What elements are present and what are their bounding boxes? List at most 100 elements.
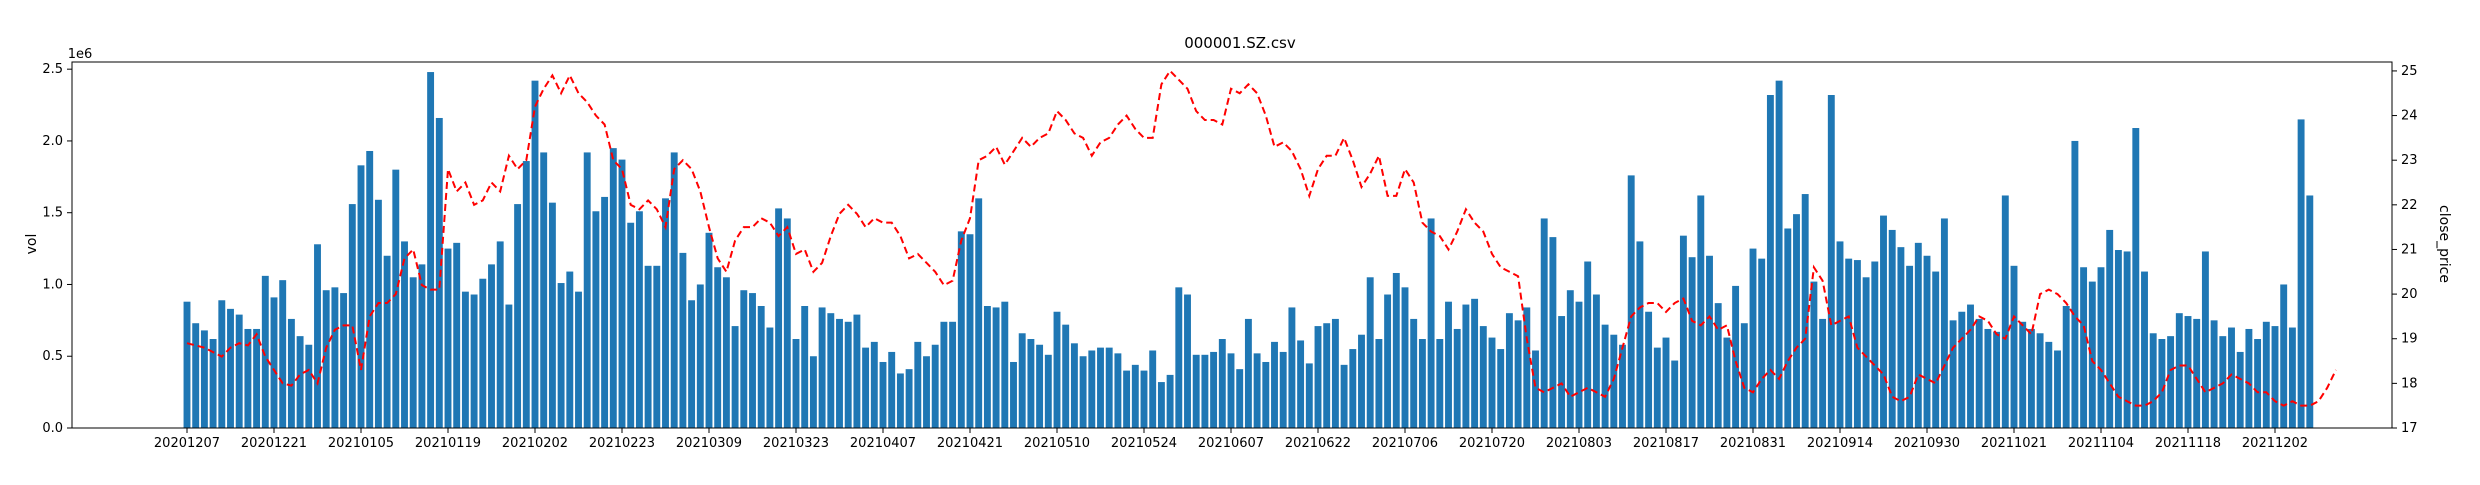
x-tick-label: 20211021 xyxy=(1981,436,2047,451)
vol-bar xyxy=(2141,271,2148,428)
y-right-tick-label: 17 xyxy=(2401,421,2418,436)
vol-bar xyxy=(1653,347,1661,428)
vol-bar xyxy=(1157,382,1165,428)
vol-bar xyxy=(2036,333,2044,428)
vol-bar xyxy=(2062,306,2070,428)
vol-bar xyxy=(975,198,983,428)
vol-bar xyxy=(592,211,600,428)
vol-bar xyxy=(444,248,452,428)
vol-bar xyxy=(1418,339,1426,428)
vol-bar xyxy=(540,152,548,429)
vol-bar xyxy=(1114,353,1122,428)
y-left-tick-label: 2.5 xyxy=(42,62,63,77)
vol-bar xyxy=(1175,287,1183,428)
x-tick-label: 20211118 xyxy=(2155,436,2221,451)
vol-bar xyxy=(1471,298,1479,428)
vol-bar xyxy=(1462,304,1470,428)
x-tick-label: 20210119 xyxy=(415,436,481,451)
vol-bar xyxy=(1914,242,1922,428)
vol-bar xyxy=(1331,318,1339,428)
vol-bar xyxy=(522,161,530,429)
vol-bar xyxy=(453,242,461,428)
vol-bar xyxy=(557,283,565,428)
vol-bar xyxy=(1044,354,1052,428)
x-tick-label: 20210202 xyxy=(502,436,568,451)
vol-bar xyxy=(1149,350,1157,428)
vol-bar xyxy=(2236,351,2244,428)
x-tick-label: 20211104 xyxy=(2068,436,2134,451)
vol-bar xyxy=(2245,328,2253,428)
vol-bar xyxy=(1723,337,1731,428)
vol-bar xyxy=(1610,334,1618,428)
vol-bar xyxy=(1244,318,1252,428)
x-tick-label: 20210510 xyxy=(1024,436,1090,451)
vol-bar xyxy=(2262,321,2270,428)
vol-bar xyxy=(992,307,1000,428)
vol-bar xyxy=(1636,241,1644,428)
vol-bar xyxy=(348,204,356,428)
vol-bar xyxy=(1697,195,1705,428)
vol-bar xyxy=(2210,320,2218,428)
vol-bar xyxy=(914,341,922,428)
vol-bar xyxy=(514,204,522,428)
vol-bar xyxy=(1810,281,1818,428)
vol-bar xyxy=(757,306,765,428)
vol-bar xyxy=(1488,337,1496,428)
vol-bar xyxy=(1601,324,1609,428)
vol-bar xyxy=(2088,281,2096,428)
vol-bar xyxy=(1688,257,1696,428)
vol-bar xyxy=(1410,318,1418,428)
vol-bar xyxy=(183,301,191,428)
vol-bar xyxy=(2297,119,2305,428)
vol-bar xyxy=(253,328,261,428)
vol-bar xyxy=(1305,363,1313,428)
vol-bar xyxy=(1340,364,1348,428)
x-tick-label: 20210421 xyxy=(937,436,1003,451)
y-right-tick-label: 19 xyxy=(2401,332,2418,347)
vol-bar xyxy=(1766,95,1774,428)
x-tick-label: 20201221 xyxy=(241,436,307,451)
vol-bar xyxy=(1079,356,1087,428)
vol-bar xyxy=(1497,349,1505,428)
vol-bar xyxy=(1279,351,1287,428)
vol-bar xyxy=(409,277,417,428)
vol-bar xyxy=(1575,301,1583,428)
vol-bar xyxy=(470,294,478,428)
vol-bar xyxy=(305,344,313,428)
vol-bar xyxy=(731,326,739,428)
vol-bar xyxy=(235,314,243,428)
vol-bar xyxy=(2184,316,2192,428)
chart-title: 000001.SZ.csv xyxy=(1184,34,1296,52)
vol-bar xyxy=(2288,327,2296,428)
vol-bar xyxy=(1445,301,1452,428)
vol-bar xyxy=(653,265,661,428)
vol-bar xyxy=(279,280,287,428)
vol-bar xyxy=(983,306,991,428)
vol-bar xyxy=(601,196,609,428)
x-tick-label: 20210105 xyxy=(328,436,394,451)
vol-bar xyxy=(705,232,713,428)
vol-bar xyxy=(627,222,635,428)
vol-bar xyxy=(905,369,913,428)
y-left-tick-label: 0.0 xyxy=(42,421,63,436)
vol-bar xyxy=(1105,347,1113,428)
y-right-axis-title: close_price xyxy=(2436,205,2452,283)
vol-bar xyxy=(635,211,643,428)
axes: 0.0 0.5 1.0 1.5 2.0 2.5 17 18 19 20 21 22 23 24 25 2020… xyxy=(42,61,2418,451)
vol-bar xyxy=(1123,370,1131,428)
vol-bar xyxy=(1288,307,1296,428)
vol-bar xyxy=(1671,360,1679,428)
vol-bar xyxy=(1210,351,1218,428)
vol-bar xyxy=(1097,347,1104,428)
vol-bar xyxy=(209,339,217,428)
vol-bar xyxy=(479,278,487,428)
vol-bar xyxy=(1384,294,1392,428)
vol-bar xyxy=(662,198,669,428)
y-right-tick-label: 21 xyxy=(2401,242,2418,257)
y-left-tick-label: 2.0 xyxy=(42,134,63,149)
vol-bar xyxy=(1201,354,1209,428)
vol-bar xyxy=(679,252,687,428)
vol-bar xyxy=(1549,237,1557,428)
vol-bar xyxy=(1923,255,1931,428)
